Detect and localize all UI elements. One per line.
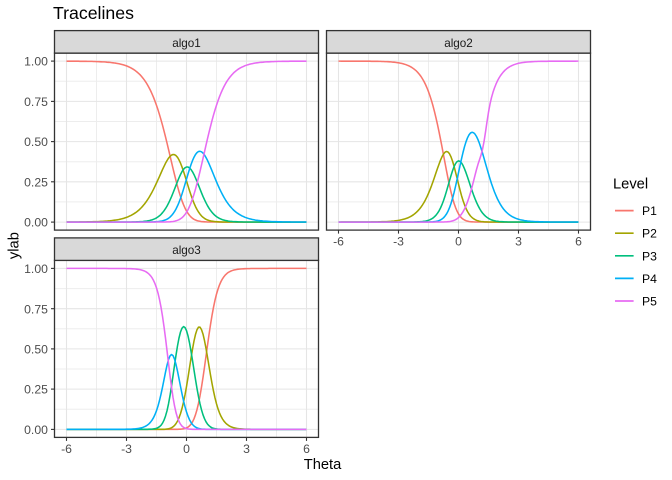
svg-text:0.25: 0.25: [24, 175, 48, 189]
svg-text:P4: P4: [642, 272, 657, 286]
svg-text:Tracelines: Tracelines: [53, 3, 134, 23]
svg-text:algo3: algo3: [172, 244, 201, 257]
svg-text:-6: -6: [333, 235, 344, 249]
svg-text:0.75: 0.75: [24, 302, 48, 316]
svg-text:0.50: 0.50: [24, 135, 48, 149]
svg-text:3: 3: [243, 442, 250, 456]
svg-text:P3: P3: [642, 249, 657, 263]
svg-text:0: 0: [455, 235, 462, 249]
svg-text:Theta: Theta: [304, 457, 342, 473]
svg-text:-3: -3: [393, 235, 404, 249]
svg-text:6: 6: [575, 235, 582, 249]
svg-text:-6: -6: [61, 442, 72, 456]
svg-text:algo2: algo2: [444, 37, 473, 50]
svg-text:0.25: 0.25: [24, 383, 48, 397]
svg-text:0: 0: [183, 442, 190, 456]
svg-text:-3: -3: [121, 442, 132, 456]
svg-text:0.00: 0.00: [24, 216, 48, 230]
svg-text:6: 6: [303, 442, 310, 456]
svg-text:P5: P5: [642, 295, 657, 309]
svg-text:0.50: 0.50: [24, 343, 48, 357]
svg-text:algo1: algo1: [172, 37, 201, 50]
svg-text:1.00: 1.00: [24, 55, 48, 69]
svg-text:ylab: ylab: [6, 232, 22, 259]
svg-text:3: 3: [515, 235, 522, 249]
svg-text:Level: Level: [613, 177, 648, 193]
svg-text:0.75: 0.75: [24, 95, 48, 109]
svg-text:P1: P1: [642, 204, 657, 218]
svg-text:0.00: 0.00: [24, 423, 48, 437]
svg-text:P2: P2: [642, 227, 657, 241]
svg-text:1.00: 1.00: [24, 262, 48, 276]
